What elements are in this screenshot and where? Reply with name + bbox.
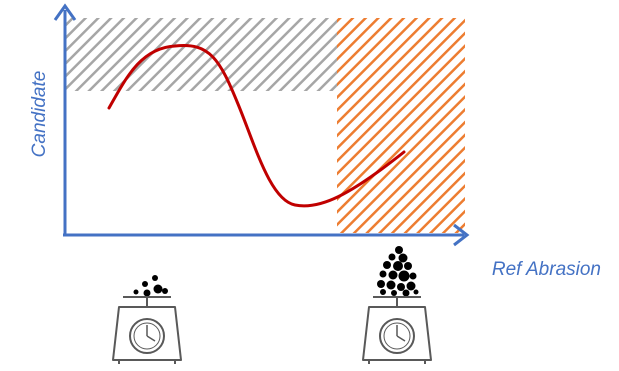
kitchen-scale-icon (362, 246, 432, 364)
x-axis-label: Ref Abrasion (492, 259, 601, 280)
small-particle-pile (133, 275, 168, 297)
kitchen-scale-icon (112, 275, 182, 364)
response-curve (107, 43, 406, 208)
grey-hatched-region (65, 18, 337, 91)
orange-hatched-region (337, 18, 465, 233)
axes (53, 3, 470, 247)
large-particle-pile (377, 246, 419, 297)
y-axis-label: Candidate (29, 71, 50, 158)
